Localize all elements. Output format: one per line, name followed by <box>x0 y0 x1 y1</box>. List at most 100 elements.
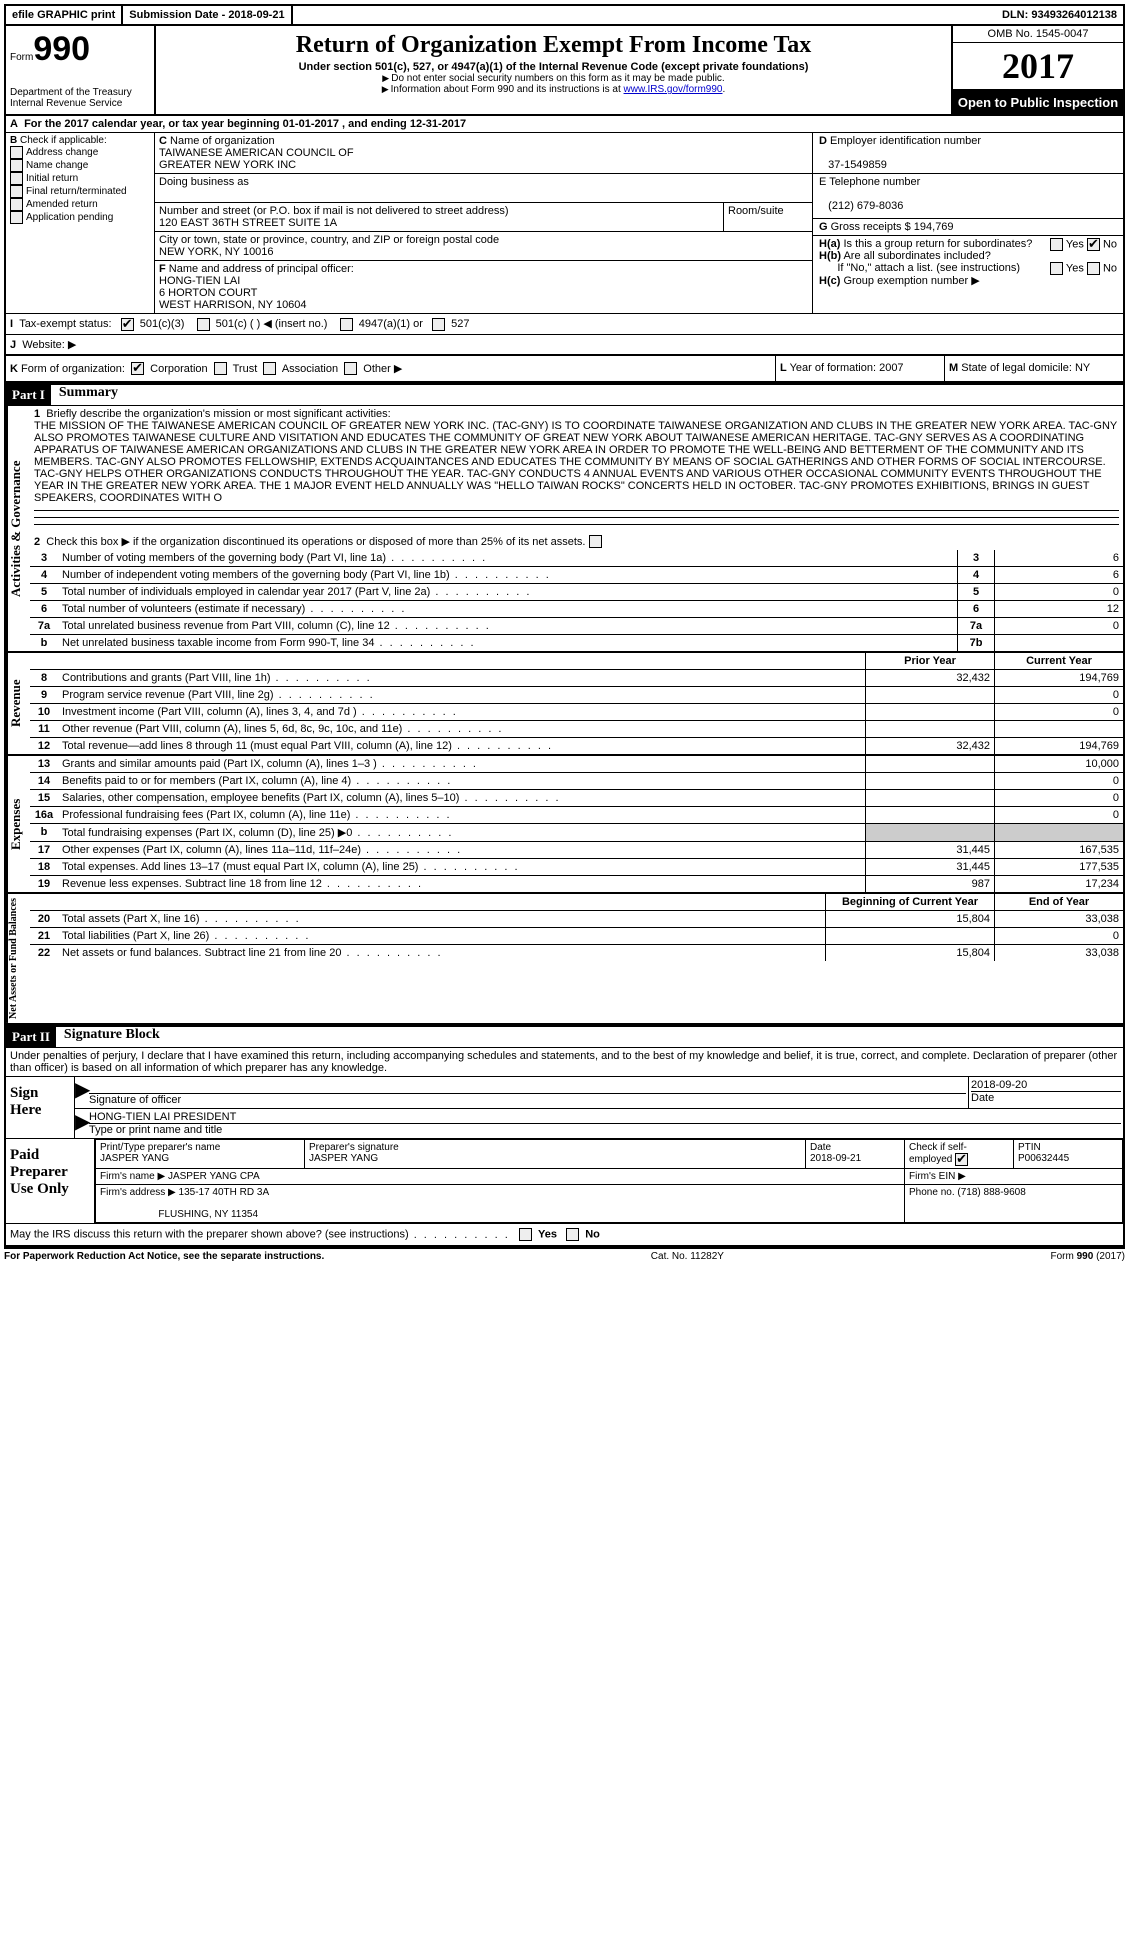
signature-date: 2018-09-20 <box>971 1079 1027 1091</box>
arrow-icon: ▶ <box>75 1077 87 1108</box>
checkbox-501c3[interactable] <box>121 318 134 331</box>
part1-bar: Part I <box>6 385 51 405</box>
form-header: Form990 Department of the Treasury Inter… <box>4 26 1125 116</box>
arrow-icon <box>382 73 391 84</box>
checkbox-discontinued[interactable] <box>589 535 602 548</box>
checkbox-application-pending[interactable] <box>10 211 23 224</box>
checkbox-ha-no[interactable] <box>1087 238 1100 251</box>
line-k: K Form of organization: Corporation Trus… <box>6 356 775 382</box>
top-bar: efile GRAPHIC print Submission Date - 20… <box>4 4 1125 26</box>
summary-line: 18Total expenses. Add lines 13–17 (must … <box>30 859 1123 876</box>
tax-year: 2017 <box>953 43 1123 91</box>
officer-name: HONG-TIEN LAI PRESIDENT <box>89 1111 1121 1124</box>
checkbox-corporation[interactable] <box>131 362 144 375</box>
right-info-column: D Employer identification number 37-1549… <box>812 133 1123 313</box>
omb-number: OMB No. 1545-0047 <box>953 26 1123 43</box>
identity-section: A For the 2017 calendar year, or tax yea… <box>4 116 1125 383</box>
checkbox-final-return[interactable] <box>10 185 23 198</box>
section-b: B Check if applicable: Address change Na… <box>6 133 155 313</box>
footer-right: Form 990 (2017) <box>1051 1251 1125 1262</box>
checkbox-hb-yes[interactable] <box>1050 262 1063 275</box>
dept-treasury: Department of the Treasury <box>10 87 150 98</box>
summary-line: 3Number of voting members of the governi… <box>30 550 1123 567</box>
summary-line: 14Benefits paid to or for members (Part … <box>30 773 1123 790</box>
summary-line: 9Program service revenue (Part VIII, lin… <box>30 687 1123 704</box>
summary-line: 5Total number of individuals employed in… <box>30 584 1123 601</box>
ein: 37-1549859 <box>828 159 887 171</box>
page-footer: For Paperwork Reduction Act Notice, see … <box>4 1247 1125 1262</box>
preparer-table: Print/Type preparer's nameJASPER YANG Pr… <box>95 1139 1123 1223</box>
checkbox-discuss-no[interactable] <box>566 1228 579 1241</box>
col-prior-year: Prior Year <box>865 653 994 669</box>
vlabel-governance: Activities & Governance <box>6 406 30 651</box>
checkbox-other[interactable] <box>344 362 357 375</box>
checkbox-501c[interactable] <box>197 318 210 331</box>
vlabel-revenue: Revenue <box>6 653 30 754</box>
checkbox-ha-yes[interactable] <box>1050 238 1063 251</box>
part-2: Part II Signature Block Under penalties … <box>4 1025 1125 1247</box>
gross-receipts: 194,769 <box>914 221 954 233</box>
summary-line: 17Other expenses (Part IX, column (A), l… <box>30 842 1123 859</box>
summary-line: 11Other revenue (Part VIII, column (A), … <box>30 721 1123 738</box>
discuss-line: May the IRS discuss this return with the… <box>6 1223 1123 1245</box>
open-inspection: Open to Public Inspection <box>953 91 1123 114</box>
checkbox-name-change[interactable] <box>10 159 23 172</box>
line-1: 1 Briefly describe the organization's mi… <box>30 406 1123 533</box>
arrow-icon <box>382 84 391 95</box>
form-subtitle: Under section 501(c), 527, or 4947(a)(1)… <box>164 61 943 73</box>
summary-line: 7aTotal unrelated business revenue from … <box>30 618 1123 635</box>
footer-left: For Paperwork Reduction Act Notice, see … <box>4 1251 324 1262</box>
dln: DLN: 93493264012138 <box>996 6 1123 24</box>
checkbox-initial-return[interactable] <box>10 172 23 185</box>
summary-line: 20Total assets (Part X, line 16)15,80433… <box>30 911 1123 928</box>
part-1: Part I Summary Activities & Governance 1… <box>4 383 1125 1025</box>
perjury-statement: Under penalties of perjury, I declare th… <box>6 1048 1123 1077</box>
paid-preparer-label: Paid Preparer Use Only <box>6 1139 94 1223</box>
arrow-icon: ▶ <box>75 1109 87 1138</box>
summary-line: 19Revenue less expenses. Subtract line 1… <box>30 876 1123 892</box>
vlabel-expenses: Expenses <box>6 756 30 892</box>
checkbox-self-employed[interactable] <box>955 1153 968 1166</box>
footer-cat: Cat. No. 11282Y <box>651 1251 724 1262</box>
line-m: M State of legal domicile: NY <box>944 356 1123 382</box>
note-info: Information about Form 990 and its instr… <box>391 84 624 95</box>
part2-title: Signature Block <box>56 1027 160 1047</box>
summary-line: 15Salaries, other compensation, employee… <box>30 790 1123 807</box>
checkbox-4947[interactable] <box>340 318 353 331</box>
summary-line: 8Contributions and grants (Part VIII, li… <box>30 670 1123 687</box>
submission-date: Submission Date - 2018-09-21 <box>123 6 292 24</box>
summary-line: bTotal fundraising expenses (Part IX, co… <box>30 824 1123 842</box>
checkbox-address-change[interactable] <box>10 146 23 159</box>
checkbox-trust[interactable] <box>214 362 227 375</box>
line-j: J Website: ▶ <box>6 334 1123 354</box>
line-l: L Year of formation: 2007 <box>775 356 944 382</box>
summary-line: bNet unrelated business taxable income f… <box>30 635 1123 651</box>
mission-text: THE MISSION OF THE TAIWANESE AMERICAN CO… <box>34 420 1117 504</box>
col-end: End of Year <box>994 894 1123 910</box>
checkbox-association[interactable] <box>263 362 276 375</box>
part1-title: Summary <box>51 385 118 405</box>
summary-line: 16aProfessional fundraising fees (Part I… <box>30 807 1123 824</box>
checkbox-hb-no[interactable] <box>1087 262 1100 275</box>
summary-line: 10Investment income (Part VIII, column (… <box>30 704 1123 721</box>
section-f: F Name and address of principal officer:… <box>155 261 812 313</box>
vlabel-netassets: Net Assets or Fund Balances <box>6 894 30 1023</box>
part2-bar: Part II <box>6 1027 56 1047</box>
irs-link[interactable]: www.IRS.gov/form990 <box>624 84 723 95</box>
checkbox-amended-return[interactable] <box>10 198 23 211</box>
summary-line: 4Number of independent voting members of… <box>30 567 1123 584</box>
checkbox-discuss-yes[interactable] <box>519 1228 532 1241</box>
col-current-year: Current Year <box>994 653 1123 669</box>
summary-line: 6Total number of volunteers (estimate if… <box>30 601 1123 618</box>
line-i: I Tax-exempt status: 501(c)(3) 501(c) ( … <box>6 313 1123 334</box>
summary-line: 21Total liabilities (Part X, line 26)0 <box>30 928 1123 945</box>
sign-here-label: Sign Here <box>6 1077 74 1138</box>
section-c: C Name of organization TAIWANESE AMERICA… <box>155 133 812 313</box>
form-number-block: Form990 <box>10 30 150 69</box>
summary-line: 22Net assets or fund balances. Subtract … <box>30 945 1123 961</box>
summary-line: 13Grants and similar amounts paid (Part … <box>30 756 1123 773</box>
efile-label: efile GRAPHIC print <box>6 6 123 24</box>
line-a: A For the 2017 calendar year, or tax yea… <box>6 116 1123 133</box>
phone: (212) 679-8036 <box>828 200 903 212</box>
checkbox-527[interactable] <box>432 318 445 331</box>
